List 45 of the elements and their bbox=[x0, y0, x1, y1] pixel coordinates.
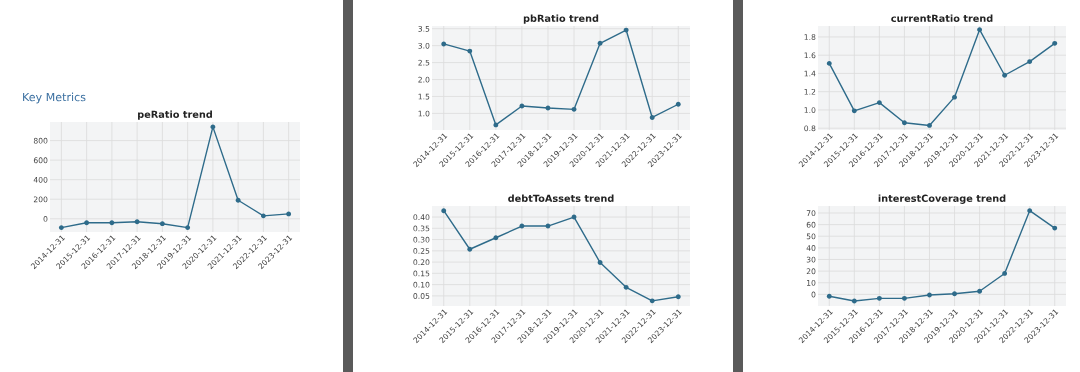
chart-title: peRatio trend bbox=[138, 110, 212, 120]
point bbox=[1027, 59, 1033, 65]
chart-title: currentRatio trend bbox=[891, 14, 993, 22]
point bbox=[235, 197, 241, 203]
chart-title: interestCoverage trend bbox=[878, 194, 1006, 204]
chart-title: debtToAssets trend bbox=[508, 194, 614, 202]
point bbox=[571, 106, 577, 112]
point bbox=[901, 120, 907, 126]
point bbox=[1052, 40, 1058, 46]
point bbox=[952, 291, 957, 297]
point bbox=[675, 101, 681, 107]
point bbox=[109, 220, 115, 226]
point bbox=[260, 213, 266, 219]
point bbox=[901, 295, 907, 301]
point bbox=[623, 284, 629, 290]
point bbox=[441, 41, 447, 47]
point bbox=[286, 211, 292, 217]
point bbox=[467, 48, 473, 54]
point bbox=[927, 123, 932, 128]
point bbox=[493, 235, 499, 241]
text: Key Metrics bbox=[23, 92, 86, 104]
point bbox=[185, 225, 191, 231]
point bbox=[1002, 271, 1008, 276]
point bbox=[84, 220, 90, 226]
point bbox=[1002, 72, 1008, 78]
point bbox=[1052, 225, 1058, 231]
point bbox=[826, 60, 832, 66]
point bbox=[675, 294, 681, 300]
point bbox=[134, 219, 140, 225]
point bbox=[1027, 208, 1033, 214]
point bbox=[159, 221, 165, 227]
point bbox=[467, 246, 473, 252]
point bbox=[876, 295, 882, 301]
chart-title: pbRatio trend bbox=[523, 14, 599, 24]
point bbox=[826, 293, 832, 299]
point bbox=[876, 100, 882, 106]
point bbox=[441, 208, 447, 214]
point bbox=[58, 225, 64, 231]
point bbox=[851, 298, 857, 304]
point bbox=[977, 27, 983, 33]
point bbox=[851, 108, 857, 114]
point bbox=[597, 40, 603, 46]
point bbox=[649, 115, 655, 120]
point bbox=[977, 288, 983, 294]
point bbox=[649, 298, 655, 304]
